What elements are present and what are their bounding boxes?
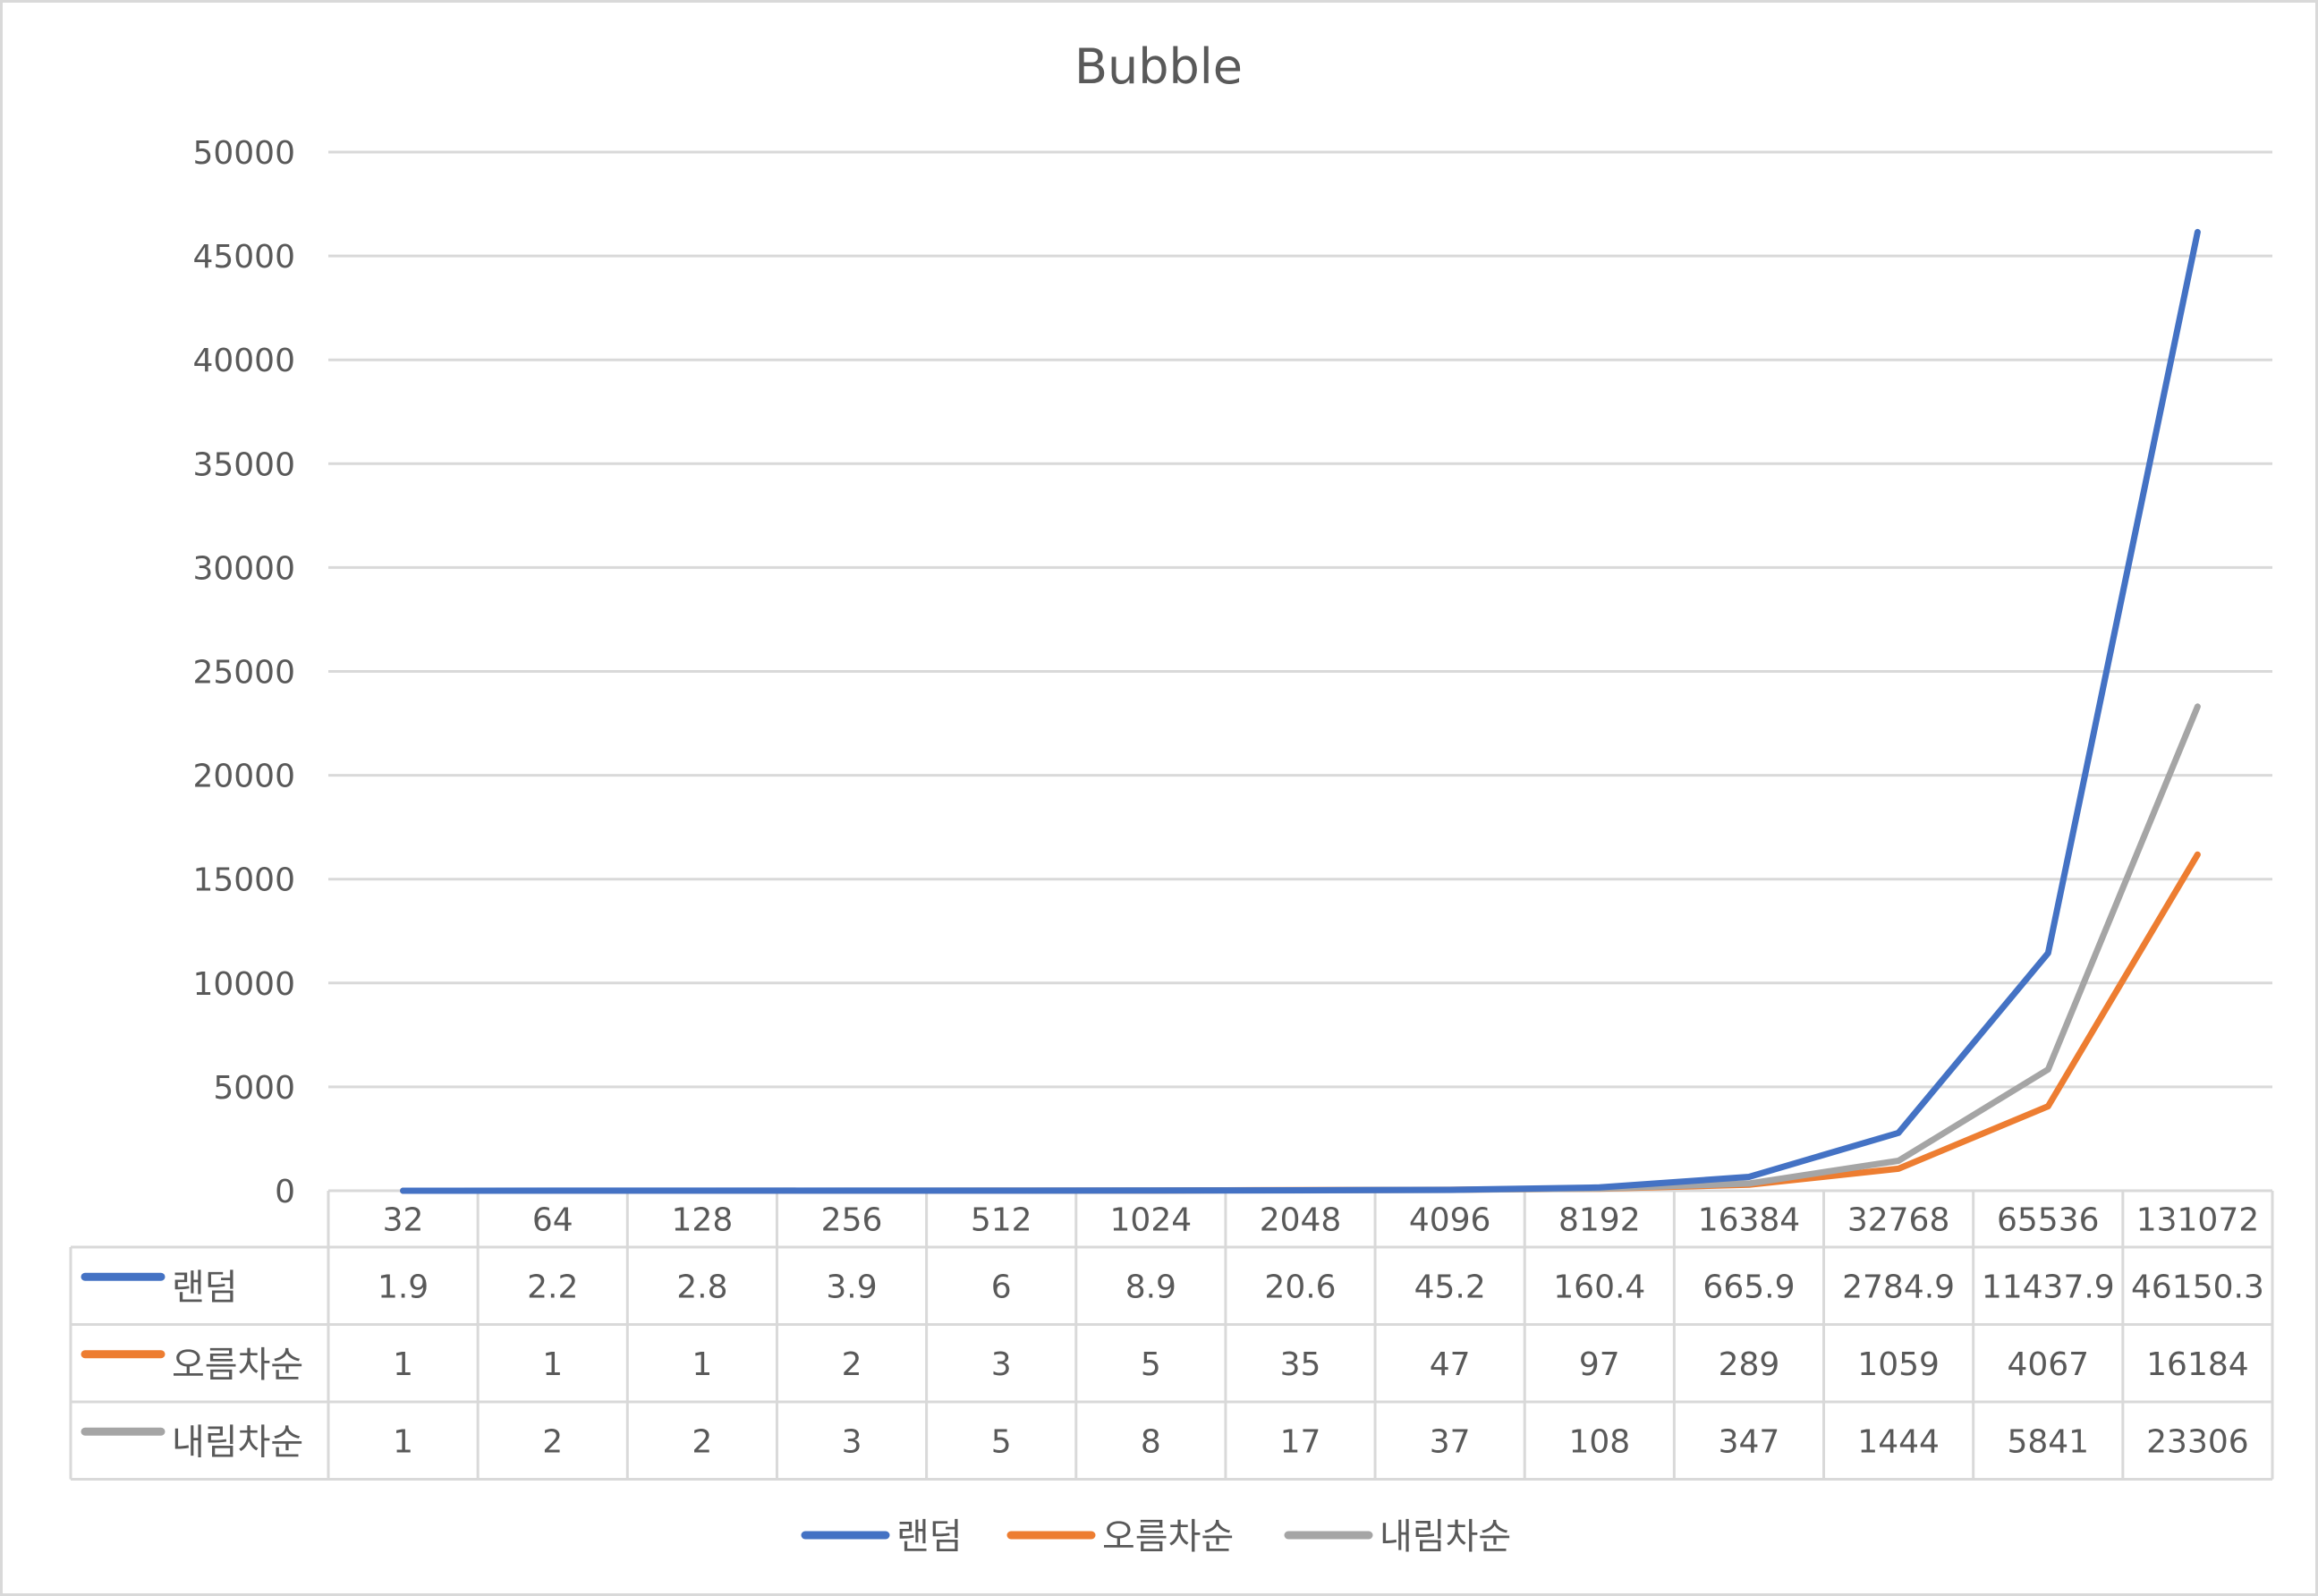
y-tick-label: 45000: [192, 239, 295, 276]
x-tick-label: 8192: [1558, 1202, 1641, 1239]
series-label: 내림차순: [172, 1422, 303, 1463]
data-label: 1: [542, 1346, 563, 1383]
data-label: 45.2: [1414, 1269, 1486, 1305]
y-tick-label: 25000: [192, 655, 295, 692]
data-label: 2: [842, 1346, 862, 1383]
data-label: 3: [991, 1346, 1012, 1383]
data-label: 2: [542, 1423, 563, 1460]
y-tick-label: 20000: [192, 759, 295, 795]
data-label: 23306: [2146, 1423, 2249, 1460]
data-label: 8: [1141, 1423, 1161, 1460]
data-label: 17: [1280, 1423, 1321, 1460]
series-label: 랜덤: [172, 1267, 238, 1308]
legend: 랜덤 오름차순 내림차순: [801, 1516, 1511, 1558]
data-label: 3.9: [826, 1269, 877, 1305]
data-label: 20.6: [1264, 1269, 1336, 1305]
data-label: 2784.9: [1842, 1269, 1955, 1305]
data-label: 97: [1579, 1346, 1620, 1383]
data-label: 160.4: [1553, 1269, 1645, 1305]
y-tick-label: 5000: [213, 1070, 295, 1107]
data-label: 1: [393, 1423, 413, 1460]
chart-title: Bubble: [1074, 38, 1243, 95]
series-label: 오름차순: [172, 1345, 303, 1386]
data-label: 5: [1141, 1346, 1161, 1383]
data-label: 46150.3: [2131, 1269, 2264, 1305]
data-label: 1059: [1857, 1346, 1940, 1383]
data-label: 1.9: [378, 1269, 429, 1305]
x-tick-label: 32768: [1847, 1202, 1950, 1239]
x-tick-label: 512: [971, 1202, 1032, 1239]
series-lines: [400, 228, 2201, 1194]
data-label: 1444: [1857, 1423, 1940, 1460]
data-label: 11437.9: [1982, 1269, 2115, 1305]
y-tick-label: 50000: [192, 135, 295, 172]
data-label: 5: [991, 1423, 1012, 1460]
data-label: 8.9: [1125, 1269, 1176, 1305]
data-label: 2: [692, 1423, 712, 1460]
x-tick-label: 2048: [1260, 1202, 1342, 1239]
y-tick-label: 10000: [192, 966, 295, 1003]
y-axis-labels: 0 5000 10000 15000 20000 25000 30000 35000 40000…: [192, 135, 295, 1210]
x-tick-label: 128: [672, 1202, 734, 1239]
legend-label: 랜덤: [896, 1516, 963, 1558]
y-tick-label: 30000: [192, 550, 295, 587]
y-tick-label: 15000: [192, 862, 295, 899]
legend-label: 내림차순: [1380, 1516, 1511, 1558]
data-label: 289: [1719, 1346, 1780, 1383]
data-label: 37: [1430, 1423, 1471, 1460]
data-label: 3: [842, 1423, 862, 1460]
data-label: 4067: [2007, 1346, 2089, 1383]
data-label: 108: [1568, 1423, 1630, 1460]
x-tick-label: 256: [821, 1202, 883, 1239]
data-label: 6: [991, 1269, 1012, 1305]
data-label: 35: [1280, 1346, 1321, 1383]
x-tick-label: 32: [383, 1202, 424, 1239]
data-label: 2.2: [527, 1269, 578, 1305]
x-tick-label: 64: [532, 1202, 573, 1239]
legend-label: 오름차순: [1102, 1516, 1234, 1558]
series-line: [400, 228, 2201, 1194]
data-label: 1: [692, 1346, 712, 1383]
x-tick-label: 1024: [1110, 1202, 1193, 1239]
x-tick-label: 65536: [1997, 1202, 2100, 1239]
data-label: 2.8: [676, 1269, 727, 1305]
y-tick-label: 0: [275, 1174, 295, 1210]
y-tick-label: 40000: [192, 343, 295, 379]
data-table: 32 64 128 256 512 1024 2048 4096 8192 16384 32768 6…: [69, 1191, 2274, 1481]
x-tick-label: 131072: [2136, 1202, 2259, 1239]
data-label: 5841: [2007, 1423, 2089, 1460]
data-label: 1: [393, 1346, 413, 1383]
data-label: 16184: [2146, 1346, 2249, 1383]
data-label: 47: [1430, 1346, 1471, 1383]
y-tick-label: 35000: [192, 446, 295, 483]
data-label: 665.9: [1702, 1269, 1795, 1305]
data-label: 347: [1719, 1423, 1780, 1460]
x-tick-label: 16384: [1698, 1202, 1801, 1239]
x-tick-label: 4096: [1409, 1202, 1491, 1239]
